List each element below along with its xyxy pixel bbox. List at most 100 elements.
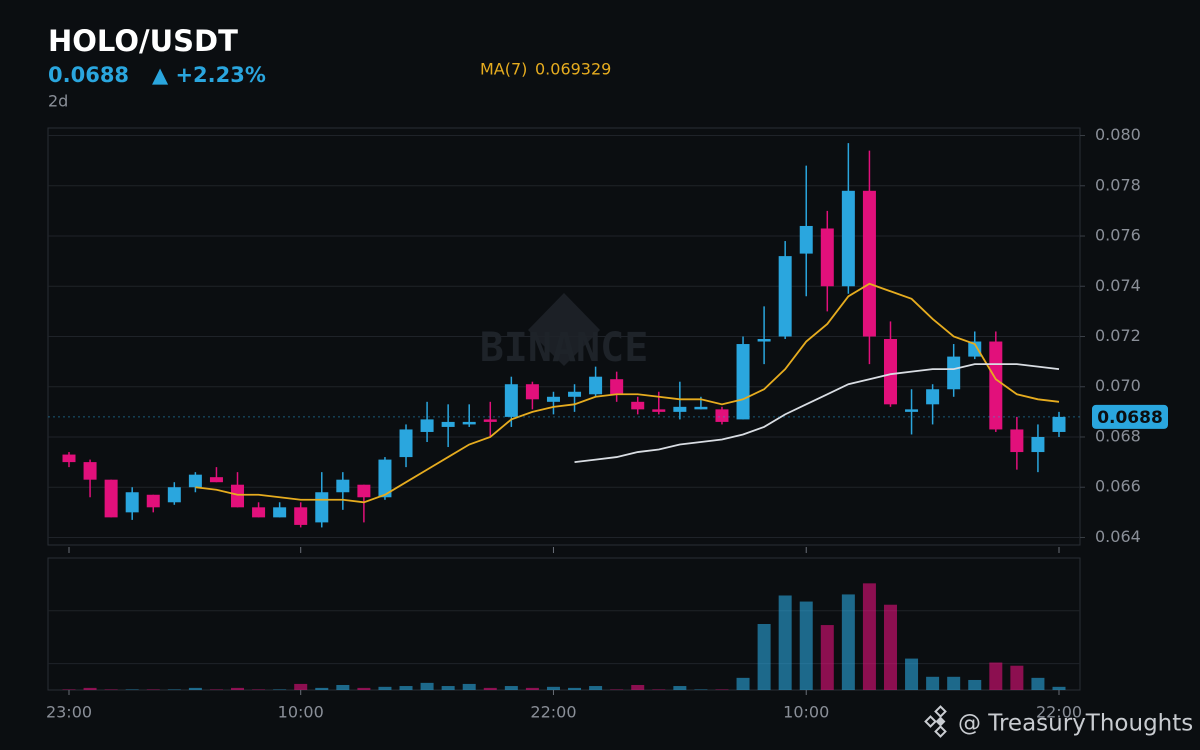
volume-bar: [1052, 686, 1066, 690]
candle-body: [989, 341, 1003, 430]
candle-body: [62, 454, 76, 463]
volume-bar: [104, 689, 118, 690]
candle-body: [504, 384, 518, 417]
volume-bar: [336, 684, 350, 690]
y-tick-label: 0.074: [1095, 276, 1141, 295]
volume-bar: [231, 687, 245, 690]
candle-body: [378, 459, 392, 498]
volume-bar: [1031, 677, 1045, 690]
volume-bar: [546, 686, 560, 690]
price: 0.0688: [48, 63, 129, 87]
x-tick-label: 10:00: [783, 703, 829, 722]
y-tick-label: 0.066: [1095, 477, 1141, 496]
candle-body: [546, 396, 560, 402]
chart-title: HOLO/USDT: [48, 24, 238, 58]
candle-body: [273, 507, 287, 518]
candle-body: [315, 492, 329, 523]
candle-body: [610, 379, 624, 395]
candle-body: [1052, 416, 1066, 432]
y-tick-label: 0.080: [1095, 125, 1141, 144]
volume-bar: [905, 658, 919, 690]
volume-bar: [273, 689, 287, 690]
candle-body: [525, 384, 539, 400]
candle-body: [947, 356, 961, 390]
footer: @ TreasuryThoughts: [958, 711, 1193, 737]
volume-bar: [694, 689, 708, 690]
volume-bar: [399, 686, 413, 690]
volume-panel: [47, 557, 1081, 691]
candle-body: [231, 484, 245, 508]
candle-body: [694, 406, 708, 410]
volume-bar: [841, 594, 855, 690]
change: ▲ +2.23%: [152, 63, 266, 87]
volume-bar: [209, 689, 223, 690]
candle-body: [167, 487, 181, 503]
candle-body: [883, 339, 897, 405]
x-tick-label: 22:00: [530, 703, 576, 722]
candle-body: [252, 507, 266, 518]
candle-body: [399, 429, 413, 458]
volume-bar: [378, 686, 392, 690]
candle-body: [778, 256, 792, 337]
candle-body: [420, 419, 434, 432]
volume-bar: [1010, 665, 1024, 690]
ma-value: 0.069329: [535, 60, 611, 79]
volume-bar: [799, 601, 813, 690]
ma-line: [195, 282, 1060, 504]
candle-body: [188, 474, 202, 488]
x-tick-label: 23:00: [46, 703, 92, 722]
candle-body: [736, 344, 750, 420]
volume-bar: [462, 683, 476, 690]
y-tick-label: 0.078: [1095, 175, 1141, 194]
candle-body: [926, 389, 940, 405]
candle-body: [294, 507, 308, 525]
x-tick-label: 22:00: [1036, 703, 1082, 722]
candle-body: [631, 401, 645, 410]
volume-bar: [62, 689, 76, 690]
volume-bar: [83, 687, 97, 690]
candle-body: [673, 406, 687, 412]
volume-bar: [146, 689, 160, 690]
candle-body: [589, 376, 603, 395]
last-price-tag: [1092, 404, 1168, 429]
candle-body: [715, 409, 729, 422]
volume-bar: [715, 689, 729, 690]
candle-body: [652, 409, 666, 412]
volume-bar: [188, 687, 202, 690]
watermark-logo: [528, 293, 600, 366]
candle-body: [1010, 429, 1024, 453]
volume-bar: [757, 624, 771, 690]
candle-body: [336, 479, 350, 493]
candle-body: [125, 492, 139, 513]
volume-bar: [589, 686, 603, 690]
volume-bar: [483, 687, 497, 690]
candle-body: [968, 341, 982, 357]
last-price-label: 0.0688: [1097, 408, 1163, 428]
volume-bar: [357, 687, 371, 690]
candle-body: [104, 479, 118, 518]
plot: 0.064 0.066 0.068 0.070 0.072 0.074 0.076 0.078…: [46, 125, 1168, 722]
volume-bar: [252, 689, 266, 690]
volume-bar: [631, 684, 645, 690]
volume-bar: [673, 686, 687, 690]
volume-bar: [294, 683, 308, 690]
volume-bar: [441, 686, 455, 690]
candle-body: [357, 484, 371, 498]
candle-body: [862, 190, 876, 337]
candle-body: [483, 419, 497, 422]
volume-bar: [820, 625, 834, 690]
volume-bar: [947, 676, 961, 690]
volume-bar: [504, 686, 518, 690]
candle-body: [820, 228, 834, 287]
candle-body: [905, 409, 919, 412]
y-tick-label: 0.068: [1095, 426, 1141, 445]
volume-bar: [968, 679, 982, 690]
candle-body: [462, 421, 476, 425]
y-tick-label: 0.072: [1095, 326, 1141, 345]
candle-body: [209, 477, 223, 483]
volume-bar: [736, 677, 750, 690]
candle-body: [799, 225, 813, 254]
candle-body: [146, 494, 160, 508]
